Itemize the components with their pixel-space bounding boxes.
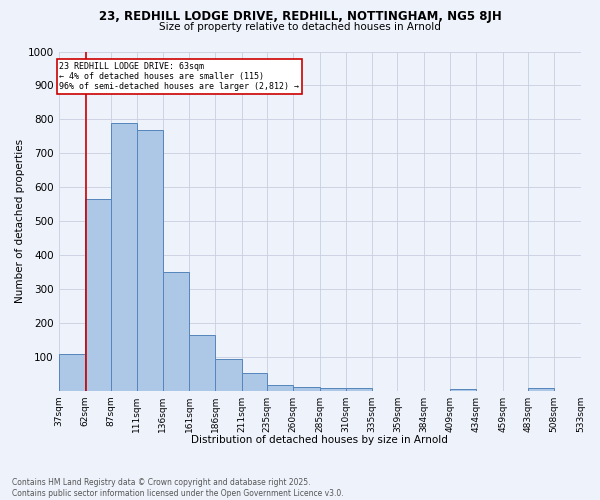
Bar [85, 199, 112, 391]
Bar [320, 388, 346, 391]
Bar [112, 123, 137, 391]
Bar [293, 387, 320, 391]
Bar [59, 354, 85, 391]
Text: Size of property relative to detached houses in Arnold: Size of property relative to detached ho… [159, 22, 441, 32]
Y-axis label: Number of detached properties: Number of detached properties [15, 139, 25, 304]
Bar [189, 335, 215, 391]
Text: Contains HM Land Registry data © Crown copyright and database right 2025.
Contai: Contains HM Land Registry data © Crown c… [12, 478, 344, 498]
Bar [242, 374, 267, 391]
X-axis label: Distribution of detached houses by size in Arnold: Distribution of detached houses by size … [191, 435, 448, 445]
Text: 23 REDHILL LODGE DRIVE: 63sqm
← 4% of detached houses are smaller (115)
96% of s: 23 REDHILL LODGE DRIVE: 63sqm ← 4% of de… [59, 62, 299, 92]
Bar [137, 130, 163, 391]
Bar [450, 388, 476, 391]
Bar [528, 388, 554, 391]
Text: 23, REDHILL LODGE DRIVE, REDHILL, NOTTINGHAM, NG5 8JH: 23, REDHILL LODGE DRIVE, REDHILL, NOTTIN… [98, 10, 502, 23]
Bar [215, 358, 242, 391]
Bar [267, 385, 293, 391]
Bar [163, 272, 189, 391]
Bar [346, 388, 372, 391]
